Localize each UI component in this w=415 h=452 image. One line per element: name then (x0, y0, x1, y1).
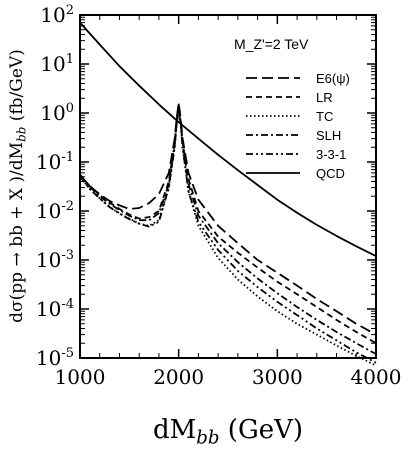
legend-label: TC (316, 109, 333, 124)
x-axis-label: dMbb (GeV) (153, 415, 303, 448)
plot-frame (79, 14, 377, 359)
y-tick-label: 101 (40, 52, 74, 76)
legend-label: LR (316, 90, 333, 105)
y-tick-label: 10-3 (36, 248, 74, 272)
x-tick-label: 3000 (252, 365, 303, 389)
legend-label: E6(ψ) (316, 71, 350, 86)
y-tick-label: 102 (40, 3, 74, 27)
legend: E6(ψ) LR TC SLH 3-3-1 QCD (246, 71, 350, 181)
legend-label: QCD (316, 166, 345, 181)
legend-label: 3-3-1 (316, 147, 346, 162)
y-axis-label: dσ(pp → bb + X )/dMbb (fb/GeV) (7, 49, 29, 323)
y-tick-label: 10-5 (36, 346, 74, 370)
axis-ticks: 1000 2000 3000 4000 102 101 100 10-1 10-2 10-3 10-… (36, 3, 402, 389)
series-layer (79, 21, 377, 367)
series-line-qcd (79, 21, 377, 257)
mass-annotation: M_Z'=2 TeV (234, 36, 309, 52)
x-tick-label: 1000 (55, 365, 106, 389)
y-tick-label: 10-4 (36, 297, 74, 321)
series-line-331 (79, 108, 377, 364)
y-tick-label: 10-2 (36, 199, 74, 223)
x-tick-label: 4000 (351, 365, 402, 389)
x-tick-label: 2000 (153, 365, 204, 389)
y-tick-label: 100 (40, 101, 74, 125)
y-tick-label: 10-1 (36, 150, 74, 174)
legend-label: SLH (316, 128, 341, 143)
